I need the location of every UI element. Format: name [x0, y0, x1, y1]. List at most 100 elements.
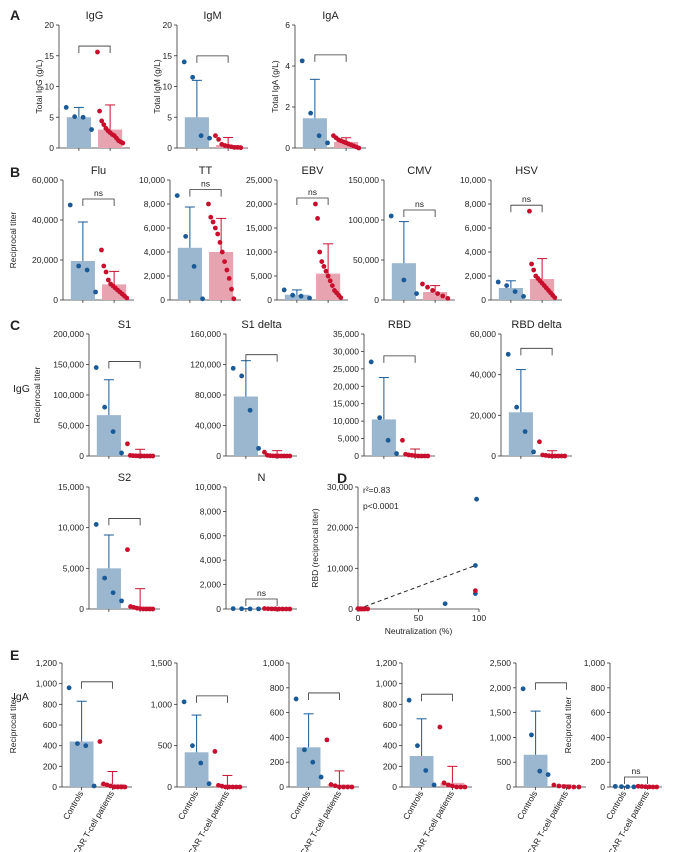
data-point-car-t [212, 749, 218, 754]
data-point-controls [91, 783, 97, 789]
panel-label-b: B [10, 164, 20, 180]
y-tick-label: 10 [45, 82, 55, 92]
y-tick-label: 4,000 [465, 247, 487, 257]
data-point-car-t [111, 784, 117, 790]
data-point-controls [522, 429, 528, 434]
data-point-car-t [441, 780, 447, 786]
panel-label-e: E [10, 647, 19, 663]
significance-label: ns [415, 199, 424, 209]
y-tick-label: 400 [270, 732, 284, 742]
data-point-controls [281, 287, 287, 293]
data-point-car-t [231, 296, 237, 302]
chart-e-s1: 0 200 400 600 800 1,000 1,200 Reciprocal titer C… [8, 658, 132, 852]
chart-c-s1delta: S1 delta 0 40,000 80,000 120,000 160,000 [190, 319, 297, 461]
data-point-controls [72, 114, 78, 120]
y-tick-label: 600 [270, 708, 284, 718]
y-tick-label: 0 [167, 143, 172, 153]
y-tick-label: 4 [285, 61, 290, 71]
bar-controls [498, 288, 523, 300]
y-tick-label: 2 [285, 102, 290, 112]
data-point-controls [93, 289, 98, 295]
row-label-iga: IgA [13, 691, 29, 703]
y-tick-label: 200,000 [53, 329, 84, 339]
y-tick-label: 6,000 [465, 223, 487, 233]
chart-title: N [258, 472, 266, 484]
data-point-car-t [238, 145, 244, 151]
y-tick-label: 15,000 [58, 482, 84, 492]
x-category-label: Controls [515, 789, 539, 821]
y-tick-label: 500 [497, 757, 511, 767]
y-tick-label: 8,000 [200, 506, 222, 516]
chart-title: S2 [118, 472, 131, 484]
data-point-car-t [125, 547, 130, 553]
x-category-label: Controls [604, 789, 628, 821]
significance-bracket [624, 776, 648, 784]
data-point-car-t [650, 784, 656, 790]
y-tick-label: 1,000 [376, 679, 398, 689]
data-point-car-t [654, 784, 660, 790]
data-point-controls [316, 133, 322, 139]
y-tick-label: 40,000 [32, 215, 58, 225]
y-tick-label: 10,000 [246, 247, 272, 257]
data-point-car-t [319, 259, 325, 264]
y-tick-label: 0 [600, 782, 605, 792]
data-point-car-t [365, 606, 371, 612]
data-point-car-t [212, 225, 218, 231]
data-point-car-t [324, 737, 330, 743]
significance-bracket [108, 361, 141, 369]
y-tick-label: 20 [163, 20, 173, 30]
y-tick-label: 5 [167, 112, 172, 122]
data-point-car-t [435, 291, 441, 296]
data-point-car-t [576, 784, 582, 790]
y-tick-label: 80,000 [195, 390, 221, 400]
data-point-controls [531, 449, 536, 455]
data-point-car-t [338, 295, 344, 300]
data-point-controls [66, 685, 72, 691]
y-tick-label: 6,000 [144, 223, 166, 233]
data-point-car-t [562, 453, 568, 459]
data-point-car-t [458, 784, 464, 790]
y-tick-label: 10,000 [139, 175, 165, 185]
data-point-controls [207, 135, 212, 141]
bar-controls [66, 117, 91, 148]
chart-title: RBD [388, 319, 411, 331]
y-axis-label: Total IgM (g/L) [152, 59, 162, 113]
y-tick-label: 35,000 [333, 329, 359, 339]
data-point-controls [89, 127, 94, 132]
chart-d-scatter: 0 10,000 20,000 30,000 0 50 100 Neutralization … [310, 482, 486, 636]
y-tick-label: 0 [49, 143, 54, 153]
y-tick-label: 6,000 [200, 531, 222, 541]
data-point-car-t [99, 247, 104, 253]
significance-bracket [296, 197, 329, 205]
y-tick-label: 800 [591, 683, 605, 693]
y-tick-label: 20 [45, 20, 55, 30]
y-tick-label: 0 [53, 295, 58, 305]
y-tick-label: 0 [354, 451, 359, 461]
y-tick-label: 8,000 [144, 199, 166, 209]
data-point-car-t [150, 453, 156, 459]
p-value-label: p<0.0001 [363, 501, 399, 511]
data-point-controls [239, 606, 245, 612]
y-tick-label: 1,000 [151, 699, 173, 709]
y-axis-label: RBD (reciprocal titer) [310, 508, 320, 588]
data-point-car-t [215, 231, 221, 237]
data-point-controls [298, 293, 304, 299]
y-tick-label: 2,000 [144, 271, 166, 281]
y-tick-label: 800 [270, 683, 284, 693]
data-point-car-t [222, 259, 227, 264]
y-tick-label: 800 [383, 699, 397, 709]
y-tick-label: 100,000 [53, 390, 84, 400]
y-axis-label: Reciprocal titer [563, 696, 573, 753]
data-point-car-t [262, 606, 267, 611]
data-point-car-t [635, 783, 641, 789]
y-tick-label: 100,000 [348, 215, 379, 225]
significance-bracket [403, 209, 436, 217]
data-point-car-t [646, 784, 652, 790]
significance-bracket [421, 693, 453, 702]
bar-controls [371, 419, 396, 456]
data-point-car-t [313, 201, 318, 207]
data-point-controls [181, 699, 187, 705]
y-tick-label: 1,500 [151, 658, 173, 668]
data-point-controls [299, 58, 305, 64]
data-point-controls [514, 404, 520, 410]
